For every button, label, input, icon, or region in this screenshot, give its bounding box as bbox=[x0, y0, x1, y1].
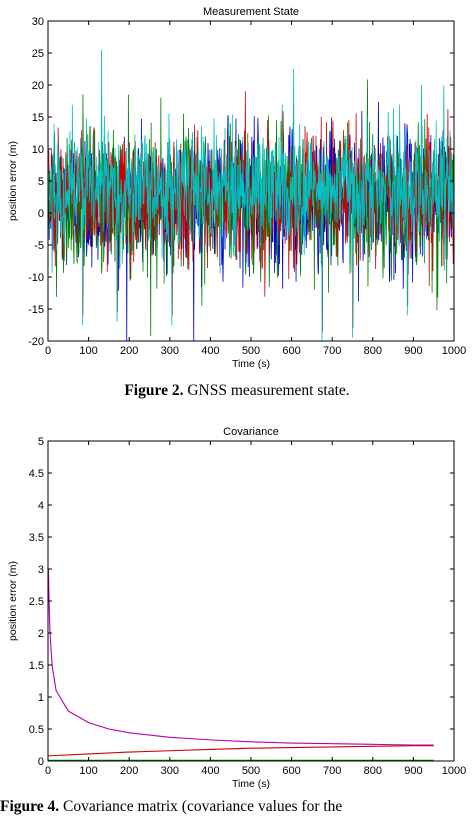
y-tick-label: 0.5 bbox=[29, 724, 44, 736]
x-tick-label: 600 bbox=[282, 345, 300, 357]
x-tick-label: 400 bbox=[201, 345, 219, 357]
y-tick-label: 5 bbox=[38, 176, 44, 188]
figure-4-text: Covariance matrix (covariance values for… bbox=[59, 798, 343, 815]
measurement-state-chart: 0 100 200 300 400 500 600 700 800 900 1000-20-15-1… bbox=[7, 6, 466, 370]
y-tick-label: 10 bbox=[32, 144, 44, 156]
covariance-series-1 bbox=[47, 568, 434, 746]
y-tick-label: -5 bbox=[34, 240, 44, 252]
x-tick-label: 700 bbox=[323, 765, 341, 777]
figure-4-label: Figure 4. bbox=[0, 798, 60, 815]
x-axis-label: Time (s) bbox=[232, 358, 270, 370]
y-tick-label: 1.5 bbox=[29, 660, 44, 672]
x-tick-label: 100 bbox=[79, 345, 97, 357]
x-tick-label: 500 bbox=[242, 765, 260, 777]
x-tick-label: 800 bbox=[364, 765, 382, 777]
y-tick-label: 25 bbox=[32, 48, 44, 60]
x-tick-label: 100 bbox=[79, 765, 97, 777]
x-tick-label: 900 bbox=[404, 765, 422, 777]
x-tick-label: 0 bbox=[45, 765, 51, 777]
x-tick-label: 700 bbox=[323, 345, 341, 357]
y-axis-label: position error (m) bbox=[7, 561, 19, 641]
y-tick-label: 0 bbox=[38, 208, 44, 220]
plot-area bbox=[48, 441, 454, 761]
y-tick-label: 3 bbox=[38, 564, 44, 576]
x-tick-label: 1000 bbox=[442, 765, 466, 777]
measurement-series-2 bbox=[47, 79, 454, 337]
y-tick-label: -20 bbox=[28, 336, 44, 348]
y-tick-label: -15 bbox=[28, 304, 44, 316]
y-tick-label: -10 bbox=[28, 272, 44, 284]
y-tick-label: 5 bbox=[38, 436, 44, 448]
figure-4-caption: Figure 4. Covariance matrix (covariance … bbox=[0, 798, 342, 816]
covariance-series-2 bbox=[47, 745, 434, 757]
x-tick-label: 900 bbox=[404, 345, 422, 357]
y-tick-label: 2.5 bbox=[29, 596, 44, 608]
covariance-chart: 0 100 200 300 400 500 600 700 800 900 1000 0 0.5 1 1.5… bbox=[7, 426, 466, 790]
x-axis-label: Time (s) bbox=[232, 778, 270, 790]
x-tick-label: 800 bbox=[364, 345, 382, 357]
x-tick-label: 300 bbox=[161, 345, 179, 357]
y-tick-label: 30 bbox=[32, 16, 44, 28]
y-tick-label: 4.5 bbox=[29, 468, 44, 480]
y-tick-label: 1 bbox=[38, 692, 44, 704]
chart-title: Covariance bbox=[223, 426, 279, 438]
x-tick-label: 200 bbox=[120, 345, 138, 357]
x-tick-label: 600 bbox=[282, 765, 300, 777]
chart-title: Measurement State bbox=[203, 6, 299, 18]
y-tick-label: 4 bbox=[38, 500, 44, 512]
x-tick-label: 200 bbox=[120, 765, 138, 777]
y-tick-label: 20 bbox=[32, 80, 44, 92]
y-tick-label: 2 bbox=[38, 628, 44, 640]
figure-2-caption: Figure 2. GNSS measurement state. bbox=[0, 382, 474, 400]
x-tick-label: 400 bbox=[201, 765, 219, 777]
figure-2-label: Figure 2. bbox=[124, 382, 184, 399]
x-tick-label: 500 bbox=[242, 345, 260, 357]
y-tick-label: 3.5 bbox=[29, 532, 44, 544]
measurement-series-4 bbox=[47, 49, 454, 342]
x-tick-label: 300 bbox=[161, 765, 179, 777]
y-axis-label: position error (m) bbox=[7, 141, 19, 221]
figure-2-text: GNSS measurement state. bbox=[183, 382, 350, 399]
x-tick-label: 0 bbox=[45, 345, 51, 357]
y-tick-label: 15 bbox=[32, 112, 44, 124]
y-tick-label: 0 bbox=[38, 756, 44, 768]
x-tick-label: 1000 bbox=[442, 345, 466, 357]
